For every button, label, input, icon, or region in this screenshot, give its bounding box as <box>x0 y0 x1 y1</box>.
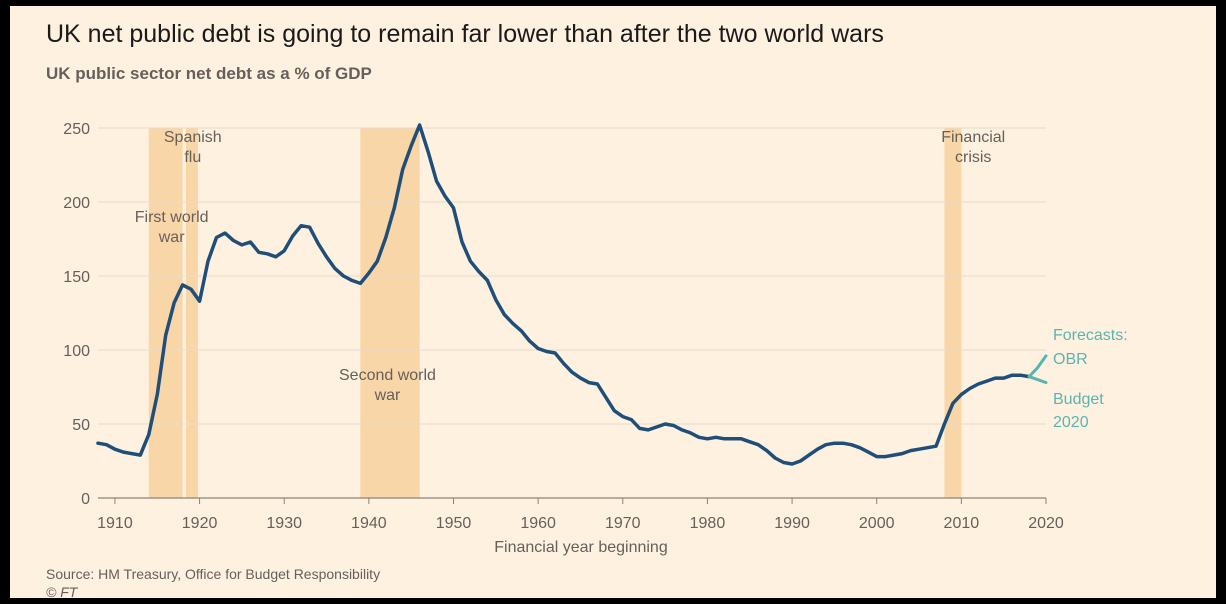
x-tick-label: 2000 <box>859 515 895 532</box>
x-tick-label: 1920 <box>182 515 218 532</box>
y-tick-label: 100 <box>63 343 90 360</box>
x-tick-label: 2010 <box>944 515 980 532</box>
y-tick-label: 150 <box>63 269 90 286</box>
forecast-series <box>1027 354 1048 385</box>
line-chart: 0 50 100 150 200 250 1910 1920 1930 1940 1950 1960… <box>63 121 1128 556</box>
annotation-label: crisis <box>955 149 991 166</box>
x-tick-label: 1930 <box>266 515 302 532</box>
forecast-label-budget: Budget <box>1053 391 1104 408</box>
annotation-label: Spanish <box>164 129 222 146</box>
annotation-label: Second world <box>339 367 436 384</box>
x-tick-label: 1950 <box>436 515 472 532</box>
annotation-label: war <box>374 387 401 404</box>
annotation-label: flu <box>184 149 201 166</box>
forecast-line-1 <box>1027 375 1048 385</box>
annotation-label: Financial <box>941 129 1005 146</box>
x-tick-label: 1990 <box>774 515 810 532</box>
forecast-annotations: Forecasts: OBR Budget 2020 <box>1053 327 1128 431</box>
y-tick-label: 250 <box>63 121 90 138</box>
shaded-period-3 <box>944 128 962 498</box>
x-tick-label: 1910 <box>97 515 133 532</box>
series-line-0 <box>96 123 1031 466</box>
x-tick-label: 1970 <box>605 515 641 532</box>
y-tick-label: 0 <box>81 491 90 508</box>
x-tick-label: 1940 <box>351 515 387 532</box>
x-axis-title: Financial year beginning <box>494 539 667 556</box>
forecast-line-0 <box>1027 354 1048 379</box>
chart-title: UK net public debt is going to remain fa… <box>46 20 884 48</box>
annotation-label: First world <box>135 209 209 226</box>
annotation-label: war <box>158 229 185 246</box>
x-tick-label: 1980 <box>690 515 726 532</box>
shaded-period-0 <box>148 128 183 498</box>
credit-note: © FT <box>46 584 78 600</box>
shaded-period-2 <box>360 128 420 498</box>
source-note: Source: HM Treasury, Office for Budget R… <box>46 566 381 582</box>
data-series <box>96 123 1031 466</box>
x-tick-label: 2020 <box>1028 515 1064 532</box>
shaded-period-1 <box>186 128 198 498</box>
period-annotations: First world war Spanish flu Second world war F… <box>135 129 1005 404</box>
forecast-heading: Forecasts: <box>1053 327 1128 344</box>
shaded-periods <box>148 128 962 498</box>
chart-subtitle: UK public sector net debt as a % of GDP <box>46 64 372 83</box>
x-axis-ticks: 1910 1920 1930 1940 1950 1960 1970 1980 1990 2000… <box>97 498 1064 532</box>
y-tick-label: 50 <box>72 417 90 434</box>
forecast-label-obr: OBR <box>1053 351 1088 368</box>
x-tick-label: 1960 <box>520 515 556 532</box>
gridlines <box>98 127 1046 499</box>
forecast-label-budget-year: 2020 <box>1053 414 1089 431</box>
chart-card: UK net public debt is going to remain fa… <box>10 6 1216 600</box>
y-tick-label: 200 <box>63 195 90 212</box>
y-axis-ticks: 0 50 100 150 200 250 <box>63 121 90 508</box>
